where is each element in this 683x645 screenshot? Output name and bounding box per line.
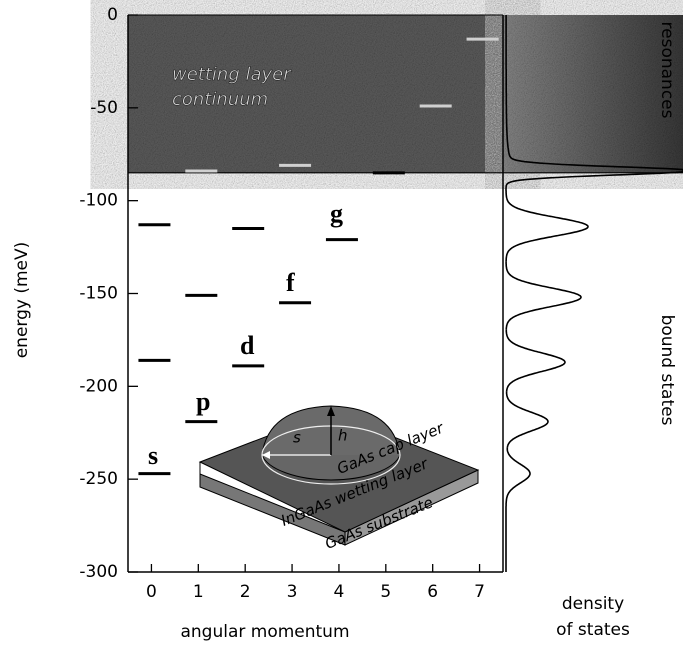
continuum-region	[128, 15, 503, 173]
y-tick-label: -200	[79, 376, 118, 396]
orbital-label: g	[330, 199, 343, 228]
y-tick-label: -150	[79, 284, 118, 304]
x-tick-label: 4	[334, 582, 345, 602]
dos-peak	[505, 15, 683, 199]
dos-label: density	[562, 594, 624, 614]
region-label: bound states	[657, 315, 677, 426]
inset-label: h	[338, 427, 348, 445]
continuum-label: wetting layer	[172, 64, 292, 85]
y-axis-label: energy (meV)	[12, 242, 32, 359]
region-label: resonances	[657, 22, 677, 119]
x-tick-label: 2	[240, 582, 251, 602]
orbital-label: d	[240, 331, 255, 360]
inset-label: s	[293, 429, 301, 447]
inset-drawing	[198, 405, 480, 546]
y-tick-label: -50	[90, 98, 118, 118]
continuum-shading	[128, 15, 683, 173]
dos-label: of states	[556, 620, 630, 640]
x-tick-label: 5	[380, 582, 391, 602]
continuum-label: continuum	[172, 89, 268, 110]
orbital-label: p	[196, 387, 210, 416]
orbital-label: s	[148, 441, 158, 470]
x-tick-label: 3	[287, 582, 298, 602]
dos-peak	[505, 391, 549, 448]
y-tick-label: 0	[107, 5, 118, 25]
dos-peak	[505, 198, 589, 262]
y-tick-label: -300	[79, 562, 118, 582]
x-tick-label: 1	[193, 582, 204, 602]
x-tick-label: 0	[146, 582, 157, 602]
y-tick-label: -250	[79, 469, 118, 489]
dos-peak	[505, 261, 582, 330]
x-tick-label: 6	[427, 582, 438, 602]
x-axis-label: angular momentum	[180, 622, 349, 642]
y-tick-label: -100	[79, 191, 118, 211]
dos-peak	[505, 329, 566, 392]
resonance-region	[503, 15, 683, 173]
dos-peak	[505, 447, 531, 572]
x-tick-label: 7	[474, 582, 485, 602]
orbital-label: f	[286, 268, 295, 297]
